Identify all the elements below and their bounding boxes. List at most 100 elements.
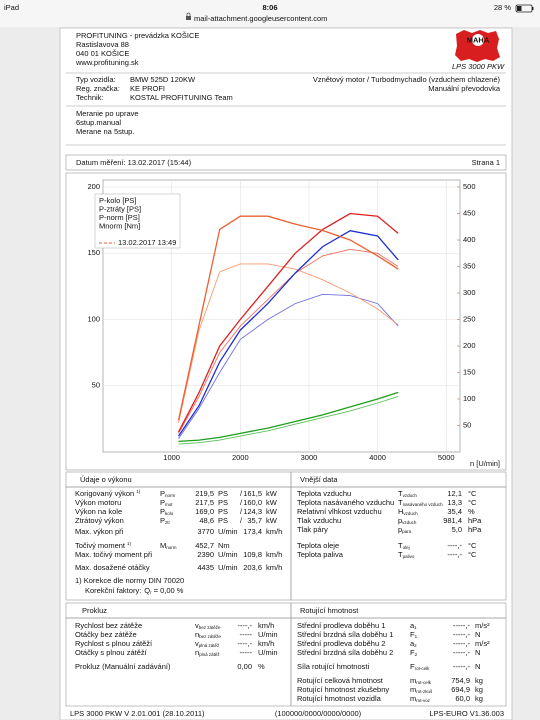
external-label: Teplota paliva	[297, 550, 344, 559]
data-line	[177, 215, 399, 421]
factor-symbol: Q	[144, 586, 150, 595]
external-unit: %	[468, 507, 475, 516]
note-line: 6stup.manual	[76, 118, 121, 127]
correction-note: 1) Korekce dle normy DIN 70020	[75, 576, 184, 585]
external-unit: °C	[468, 541, 477, 550]
power-separator: /	[240, 498, 243, 507]
power-value: 4435	[197, 563, 214, 572]
power-symbol-sub: kolo	[165, 511, 174, 516]
external-symbol: Tvzduch	[398, 489, 417, 498]
rotating-value: 694,9	[451, 685, 470, 694]
power-symbol-sub: mot	[165, 502, 173, 507]
rotating-symbol-sub: 2	[414, 643, 417, 648]
external-label: Teplota vzduchu	[297, 489, 351, 498]
legend-entry: P-kolo [PS]	[99, 196, 137, 205]
power-unit-2: kW	[266, 498, 278, 507]
external-symbol-sub: nasávaného vzduch	[403, 502, 444, 507]
legend-entry: P-norm [PS]	[99, 213, 140, 222]
external-unit: hPa	[468, 516, 482, 525]
slip-symbol-sub: plná zátěž	[199, 643, 220, 648]
rotating-label: Střední brzdná síla doběhu 2	[297, 648, 393, 657]
power-value: 3770	[197, 527, 214, 536]
vehicle-value: KOSTAL PROFITUNING Team	[130, 93, 233, 102]
x-tick-label: 3000	[301, 453, 318, 462]
data-line	[177, 230, 399, 437]
power-unit-2: kW	[266, 507, 278, 516]
power-label: Max. dosažené otáčky	[75, 563, 150, 572]
external-unit: hPa	[468, 525, 482, 534]
section-title: Prokluz	[82, 606, 107, 615]
external-symbol-sub: para	[402, 529, 412, 534]
slip-value: -----	[240, 630, 253, 639]
factor-value: = 0,00 %	[154, 586, 184, 595]
x-tick-label: 4000	[369, 453, 386, 462]
rotating-symbol: F1	[410, 630, 418, 639]
power-symbol-main: P	[160, 516, 165, 525]
rotating-label: Rotující hmotnost vozidla	[297, 694, 382, 703]
rotating-symbol-main: m	[410, 685, 416, 694]
rotating-value: -----,-	[453, 621, 471, 630]
footer-version: LPS 3000 PKW V 2.01.001 (28.10.2011)	[70, 709, 205, 718]
rotating-unit: m/s²	[475, 621, 490, 630]
power-label: Max. výkon při	[75, 527, 124, 536]
slip-symbol-sub: plná zátěž	[199, 652, 220, 657]
slip-label: Otáčky bez zátěže	[75, 630, 137, 639]
rotating-symbol: mrot-zkuš	[410, 685, 433, 694]
x-axis-label: n [U/min]	[470, 459, 500, 468]
slip-symbol: vplná zátěž	[195, 639, 220, 648]
external-symbol-main: T	[398, 498, 403, 507]
vehicle-label: Technik:	[76, 93, 104, 102]
battery-level	[517, 6, 522, 11]
slip-unit: %	[258, 662, 265, 671]
external-value: 12,1	[447, 489, 462, 498]
rotating-symbol-sub: 2	[415, 652, 418, 657]
external-value: ----,-	[447, 550, 462, 559]
lock-icon	[186, 16, 191, 20]
external-value: 13,3	[447, 498, 462, 507]
rotating-symbol-sub: 1	[415, 634, 418, 639]
vehicle-value: KE PROFI	[130, 84, 165, 93]
power-unit-2: kW	[266, 489, 278, 498]
engine-info: Manuální převodovka	[428, 84, 501, 93]
x-tick-label: 2000	[232, 453, 249, 462]
power-unit-2: kW	[266, 516, 278, 525]
legend-box	[94, 193, 181, 249]
data-line	[178, 395, 399, 445]
company-line: Rastislavova 88	[76, 40, 129, 49]
rotating-unit: N	[475, 630, 480, 639]
engine-info: Vznětový motor / Turbodmychadlo (vzduche…	[313, 75, 501, 84]
power-unit: Nm	[218, 541, 230, 550]
power-symbol: Pnorm	[160, 489, 176, 498]
page-number: Strana 1	[472, 158, 500, 167]
power-label: Ztrátový výkon	[75, 516, 124, 525]
rotating-symbol: F2	[410, 648, 418, 657]
rotating-value: -----,-	[453, 648, 471, 657]
slip-value: ----,-	[237, 621, 252, 630]
external-label: Tlak vzduchu	[297, 516, 341, 525]
power-label: Korigovaný výkon 1)	[75, 489, 141, 498]
external-symbol: ppara	[398, 525, 412, 534]
y-tick-label: 150	[87, 248, 100, 257]
y-tick-label: 50	[92, 381, 100, 390]
power-value: 2390	[197, 550, 214, 559]
power-unit: PS	[218, 489, 228, 498]
rotating-symbol-main: F	[410, 630, 415, 639]
rotating-symbol: a2	[410, 639, 417, 648]
power-value: 452,7	[195, 541, 214, 550]
data-line	[178, 248, 399, 434]
y2-tick-label: 400	[463, 235, 476, 244]
power-value: 169,0	[195, 507, 214, 516]
rotating-unit: kg	[475, 694, 483, 703]
clock: 8:06	[262, 3, 277, 12]
power-symbol-main: M	[160, 541, 166, 550]
external-symbol-main: H	[398, 507, 403, 516]
external-symbol-sub: vzduch	[403, 511, 418, 516]
y2-tick-label: 150	[463, 367, 476, 376]
external-symbol-sub: vzduch	[402, 520, 417, 525]
rotating-label: Střední prodleva doběhu 2	[297, 639, 385, 648]
power-separator: /	[240, 516, 243, 525]
slip-symbol-main: v	[195, 639, 199, 648]
logo-model: LPS 3000 PKW	[452, 62, 505, 71]
external-label: Tlak páry	[297, 525, 328, 534]
power-value-2: 203,6	[243, 563, 262, 572]
